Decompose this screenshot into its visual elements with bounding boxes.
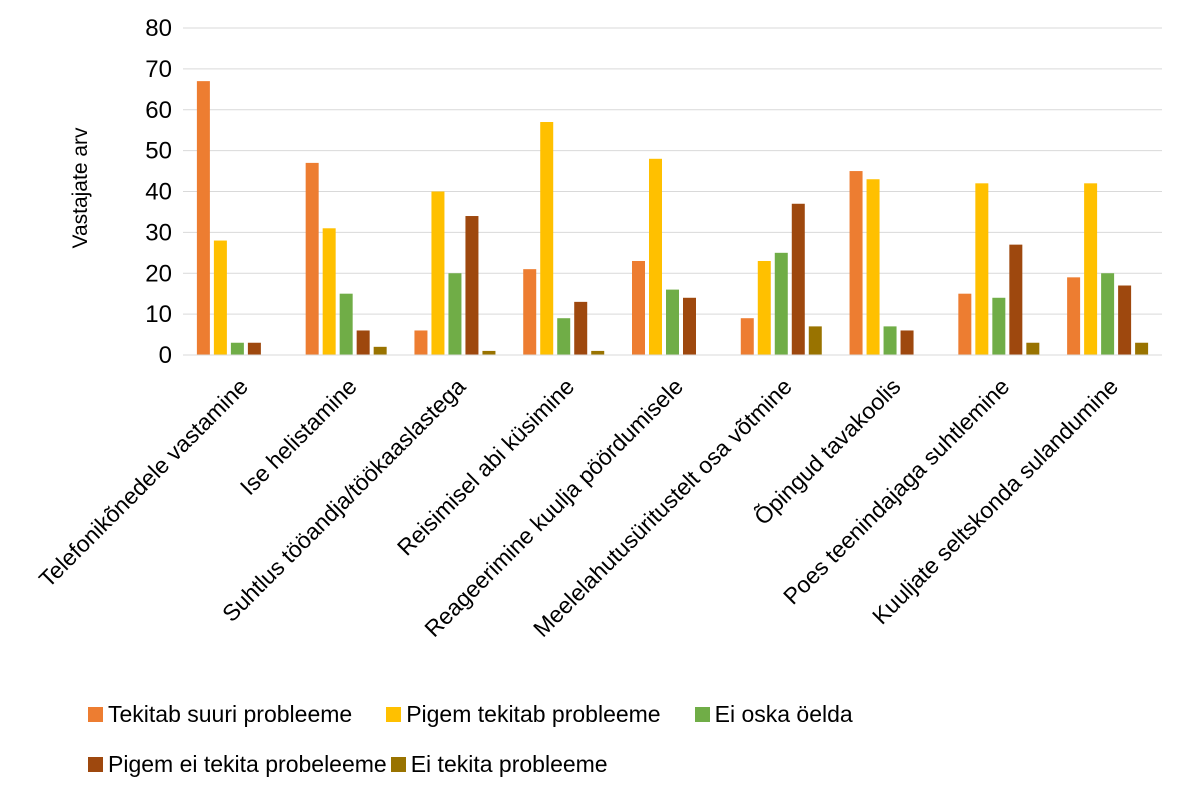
bar-series-4-category-7 <box>900 330 914 355</box>
legend-item-series-2: Pigem tekitab probleeme <box>386 700 661 728</box>
bar-series-4-category-8 <box>1009 244 1023 355</box>
bar-series-1-category-6 <box>740 318 754 355</box>
bar-series-2-category-9 <box>1084 183 1098 355</box>
bar-series-5-category-4 <box>591 350 605 355</box>
y-tick-label: 40 <box>145 179 172 206</box>
legend-swatch-series-5 <box>390 756 406 772</box>
bar-series-2-category-1 <box>213 240 227 355</box>
legend-swatch-series-3 <box>694 706 710 722</box>
legend-label-series-4: Pigem ei tekita probeleeme <box>108 750 387 777</box>
bar-series-4-category-4 <box>574 301 588 355</box>
bar-series-3-category-1 <box>230 342 244 355</box>
legend-item-series-5: Ei tekita probleeme <box>390 750 608 778</box>
bar-series-3-category-6 <box>774 252 788 355</box>
bar-series-5-category-2 <box>373 346 387 355</box>
legend-row-1: Tekitab suuri probleeme Pigem tekitab pr… <box>88 700 1088 728</box>
bar-series-3-category-3 <box>448 273 462 355</box>
bar-series-5-category-3 <box>482 350 496 355</box>
bars <box>196 81 1149 355</box>
bar-series-1-category-7 <box>849 171 863 355</box>
x-category-label: Ise helistamine <box>235 373 362 500</box>
bar-chart: 0 10 20 30 40 50 60 70 80 Telefonikõnedele vasta… <box>34 15 1162 642</box>
bar-series-1-category-3 <box>414 330 428 355</box>
legend: Tekitab suuri probleeme Pigem tekitab pr… <box>88 700 1088 800</box>
legend-label-series-2: Pigem tekitab probleeme <box>406 700 661 727</box>
bar-series-1-category-8 <box>958 293 972 355</box>
legend-label-series-5: Ei tekita probleeme <box>410 750 608 777</box>
bar-series-4-category-9 <box>1118 285 1132 355</box>
bar-series-5-category-9 <box>1135 342 1149 355</box>
bar-series-3-category-2 <box>339 293 353 355</box>
bar-series-2-category-7 <box>866 179 880 355</box>
legend-swatch-series-4 <box>88 756 103 772</box>
bar-series-4-category-3 <box>465 216 479 355</box>
y-tick-label: 60 <box>145 97 172 124</box>
y-axis-label: Vastajate arv <box>69 127 92 249</box>
bar-series-1-category-5 <box>632 260 645 355</box>
bar-series-5-category-8 <box>1026 342 1040 355</box>
gridlines <box>183 27 1162 315</box>
y-tick-label: 30 <box>145 219 172 246</box>
bar-series-2-category-2 <box>322 228 336 355</box>
bar-series-3-category-9 <box>1101 273 1115 355</box>
bar-series-3-category-5 <box>666 289 679 355</box>
y-tick-label: 50 <box>145 138 172 165</box>
bar-series-5-category-6 <box>808 326 822 355</box>
legend-row-2: Pigem ei tekita probeleeme Ei tekita pro… <box>88 750 1088 778</box>
legend-swatch-series-2 <box>386 706 402 722</box>
bar-series-3-category-7 <box>883 326 897 355</box>
legend-item-series-1: Tekitab suuri probleeme <box>88 701 352 728</box>
bar-series-4-category-5 <box>683 297 696 355</box>
bar-series-2-category-5 <box>649 158 662 355</box>
x-category-label: Poes teenindajaga suhtlemine <box>778 373 1014 609</box>
bar-series-4-category-6 <box>791 203 805 355</box>
legend-item-series-3: Ei oska öelda <box>694 700 853 728</box>
legend-label-series-1: Tekitab suuri probleeme <box>108 700 353 727</box>
y-tick-label: 80 <box>145 15 172 42</box>
bar-series-2-category-4 <box>540 122 554 355</box>
y-tick-label: 70 <box>145 56 172 83</box>
bar-series-1-category-4 <box>523 269 537 355</box>
x-category-label: Kuuljate seltskonda sulandumine <box>867 373 1123 629</box>
bar-series-1-category-1 <box>196 81 210 355</box>
legend-item-series-4: Pigem ei tekita probeleeme <box>88 751 387 778</box>
bar-series-1-category-9 <box>1067 277 1081 355</box>
x-category-label: Suhtlus tööandja/töökaaslastega <box>217 373 471 627</box>
bar-series-2-category-8 <box>975 183 989 355</box>
y-tick-label: 20 <box>145 260 172 287</box>
bar-series-1-category-2 <box>305 162 319 355</box>
bar-series-3-category-8 <box>992 297 1006 355</box>
bar-series-3-category-4 <box>557 318 571 355</box>
x-category-label: Telefonikõnedele vastamine <box>34 373 253 592</box>
y-axis-ticks: 0 10 20 30 40 50 60 70 80 <box>145 15 172 369</box>
bar-series-4-category-2 <box>356 330 370 355</box>
bar-series-4-category-1 <box>247 342 261 355</box>
x-category-label: Reisimisel abi küsimine <box>392 373 579 560</box>
legend-swatch-series-1 <box>88 706 103 722</box>
y-tick-label: 10 <box>145 301 172 328</box>
y-tick-label: 0 <box>159 342 172 369</box>
legend-label-series-3: Ei oska öelda <box>714 700 853 727</box>
bar-series-2-category-3 <box>431 191 445 355</box>
bar-series-2-category-6 <box>757 260 771 355</box>
